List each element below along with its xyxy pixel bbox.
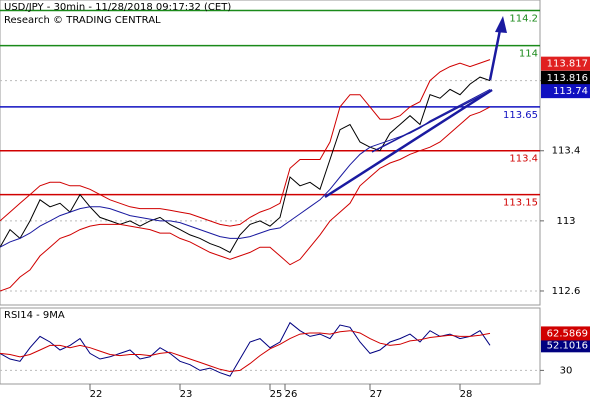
y-tick-label: 30 bbox=[560, 365, 573, 376]
price-tag: 113.816 bbox=[541, 70, 590, 85]
price-tag-box bbox=[541, 56, 590, 71]
arrow-line bbox=[488, 29, 502, 81]
value-tag: 62.5869 bbox=[541, 326, 590, 341]
x-tick-label: 27 bbox=[370, 389, 383, 400]
value-tag: 52.1016 bbox=[541, 338, 590, 353]
value-tag-box bbox=[541, 326, 590, 341]
series-line bbox=[0, 321, 491, 377]
plot-layer: 112.6113113.4113.8222325262728114.211411… bbox=[0, 9, 590, 400]
x-tick-label: 28 bbox=[460, 389, 473, 400]
price-tag: 113.74 bbox=[541, 84, 590, 99]
rsi-panel bbox=[0, 307, 541, 385]
y-tick-label: 112.6 bbox=[552, 286, 581, 297]
chart-subtitle: Research © TRADING CENTRAL bbox=[4, 15, 161, 26]
price-tag-box bbox=[541, 70, 590, 85]
value-tag-label: 62.5869 bbox=[547, 328, 588, 339]
value-tag-label: 52.1016 bbox=[547, 340, 588, 351]
price-tag: 113.817 bbox=[541, 56, 590, 71]
arrow-head bbox=[495, 16, 507, 33]
y-tick-label: 113 bbox=[556, 216, 575, 227]
x-tick-label: 25 bbox=[270, 389, 283, 400]
level-label: 113.65 bbox=[503, 110, 538, 121]
level-label: 114 bbox=[519, 49, 538, 60]
series-line bbox=[0, 76, 491, 254]
level-label: 113.15 bbox=[503, 198, 538, 209]
x-tick-label: 22 bbox=[90, 389, 103, 400]
trend-line bbox=[324, 88, 493, 199]
y-tick-label: 113.4 bbox=[552, 146, 581, 157]
price-tag-label: 113.74 bbox=[553, 86, 588, 97]
series-line bbox=[0, 106, 491, 292]
series-line bbox=[0, 330, 491, 373]
price-tag-box bbox=[541, 84, 590, 99]
price-tag-label: 113.817 bbox=[547, 59, 588, 70]
series-line bbox=[0, 59, 491, 227]
level-label: 113.4 bbox=[509, 154, 538, 165]
level-label: 114.2 bbox=[509, 14, 538, 25]
price-panel bbox=[0, 0, 541, 306]
rsi-title: RSI14 - 9MA bbox=[4, 310, 65, 321]
price-tag-label: 113.816 bbox=[547, 73, 588, 84]
x-tick-label: 26 bbox=[285, 389, 298, 400]
x-tick-label: 23 bbox=[180, 389, 193, 400]
chart-title: USD/JPY - 30min - 11/28/2018 09:17:32 (C… bbox=[4, 2, 231, 13]
value-tag-box bbox=[541, 338, 590, 353]
trend-line bbox=[371, 89, 493, 153]
